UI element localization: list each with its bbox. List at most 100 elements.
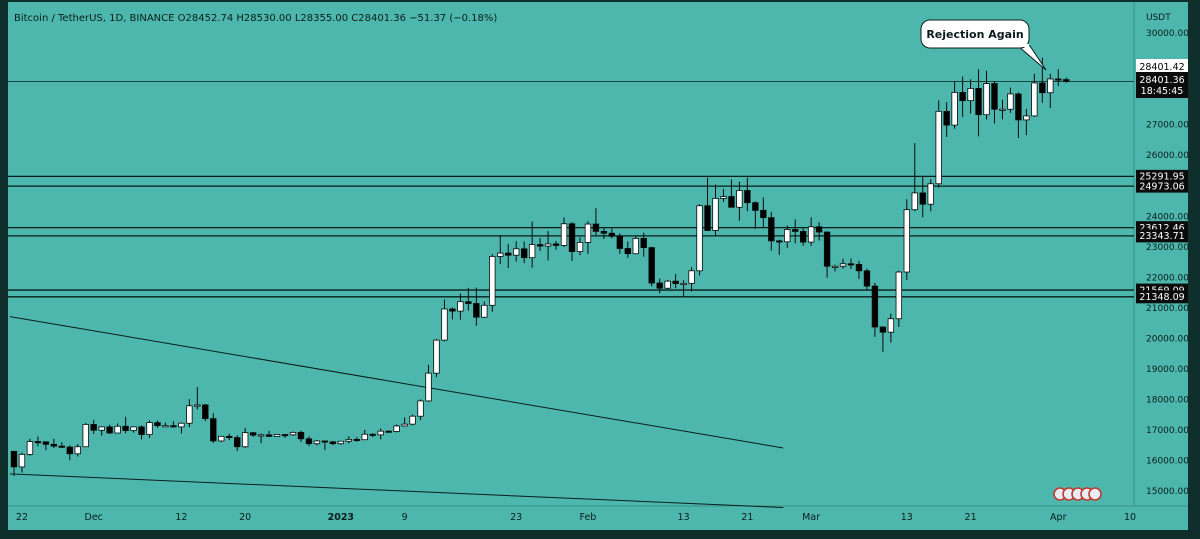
candle [297,430,305,442]
candle-body [792,229,799,232]
candle [505,243,512,269]
time-tick-label: Dec [85,512,103,523]
candle-body [513,248,520,256]
candle [1007,87,1014,113]
candle-body [146,422,153,435]
candle-body [584,223,592,243]
candle [544,231,552,261]
candle [321,440,329,451]
candle [337,440,345,445]
candle-body [226,435,233,438]
candle-body [218,435,225,442]
candle [194,387,201,410]
candle-body [449,308,456,312]
candle-body [26,441,34,455]
candle-body [728,196,735,208]
candle-body [807,226,815,243]
candle-body [1023,115,1030,121]
candle-body [999,108,1006,111]
candle [218,435,225,443]
candle [18,452,26,473]
candle [839,258,847,269]
time-tick-label: 10 [1124,512,1136,523]
candle-body [361,433,368,441]
chart-header-info: Bitcoin / TetherUS, 1D, BINANCE O28452.7… [14,13,497,24]
candle [457,293,464,320]
candle [90,419,97,434]
candle [178,422,185,434]
candle-body [1047,78,1054,94]
candle [1015,92,1022,138]
candle [257,433,265,444]
candle-body [273,434,281,437]
level-label-bg [1136,290,1188,304]
candle-body [433,339,440,374]
candle-body [1015,93,1022,121]
candle [967,79,974,114]
candle-body [393,425,400,432]
candle [560,217,568,247]
candle [210,413,217,444]
rejection-callout[interactable]: Rejection Again [920,19,1047,71]
candle-body [959,92,966,102]
candle-body [879,326,887,333]
candle [536,237,544,251]
us-flag-event-icons[interactable] [1053,487,1102,501]
candle [584,221,592,254]
candle [154,420,161,428]
candle-body [560,223,568,246]
candle-body [130,426,137,431]
candle [425,364,432,402]
candle-body [178,422,185,428]
trendline [9,473,784,509]
candle [465,287,472,311]
candle [417,399,424,421]
candle-body [552,243,560,246]
candle-body [847,263,855,266]
candle [728,179,735,208]
candle-body [895,271,903,320]
candle [616,233,624,254]
candle-body [170,425,177,428]
candle-body [943,110,950,126]
candle [576,237,584,256]
candle-body [1063,79,1070,82]
candle-body [616,235,624,249]
candle [712,184,719,236]
candle-body [122,425,129,431]
candle-body [281,434,289,437]
candle-body [656,282,663,289]
candle-body [680,282,687,285]
candle [138,425,145,440]
time-tick-label: Mar [802,512,820,523]
candle [489,254,496,312]
candle [927,179,934,212]
candle [441,299,448,342]
candle-body [241,432,249,448]
candle-body [991,83,998,110]
candle-body [648,247,655,284]
candle [58,442,66,448]
price-tick-label: 27000.00 [1146,121,1189,131]
candle-body [744,190,751,204]
candle-body [186,405,193,424]
candle-body [576,241,584,252]
candle [776,239,783,255]
candle-body [544,243,552,247]
last-price-label: 28401.42 [1139,62,1184,73]
candle-body [536,244,544,247]
candle [704,177,711,232]
level-label-bg [1136,179,1188,193]
candle-body [863,270,871,287]
candle [42,441,50,451]
candle-body [903,209,910,273]
candle-body [202,404,209,420]
candle-body [313,440,321,445]
candle [265,430,273,437]
candle-body [1055,78,1062,81]
time-axis-ticks: 22 Dec 12 20 2023 9 23 Feb 13 21 Mar 13 21 Apr 10 [16,512,1136,523]
candle-body [297,431,305,440]
candle [760,197,767,228]
candle-body [42,441,50,445]
